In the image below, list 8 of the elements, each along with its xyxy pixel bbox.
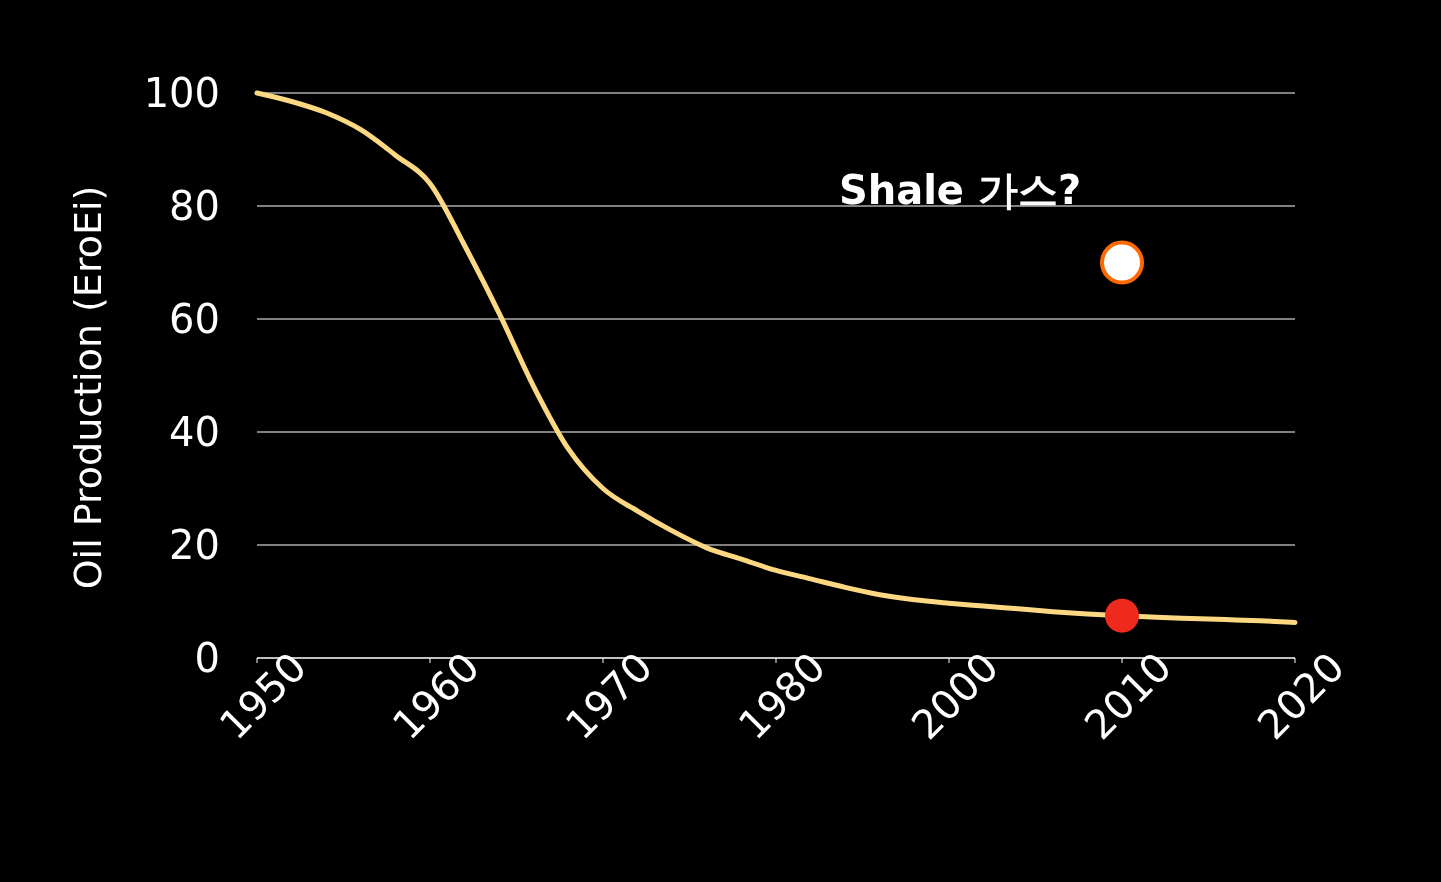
- y-tick-label: 0: [194, 635, 220, 681]
- y-tick-label: 80: [169, 183, 220, 229]
- y-tick-label: 40: [169, 409, 220, 455]
- y-tick-label: 100: [143, 70, 220, 116]
- y-tick-label: 60: [169, 296, 220, 342]
- y-axis-title: Oil Production (EroEi): [66, 185, 110, 590]
- annotation: Shale 가스?: [838, 167, 1082, 213]
- y-tick-label: 20: [169, 522, 220, 568]
